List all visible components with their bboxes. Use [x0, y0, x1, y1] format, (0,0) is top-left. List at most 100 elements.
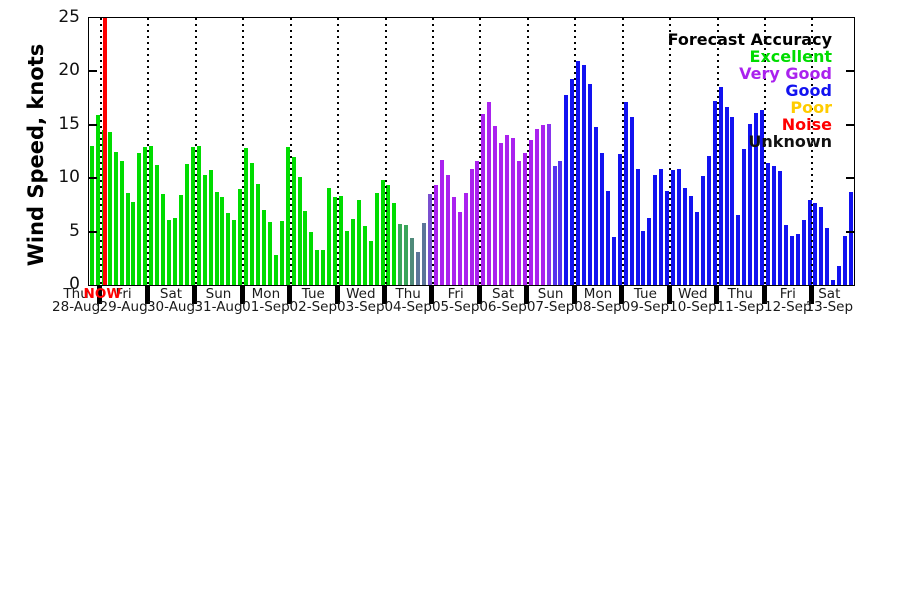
bar — [576, 60, 581, 285]
day-boundary-gridline — [147, 18, 150, 285]
bar — [279, 220, 284, 285]
bar — [226, 213, 231, 285]
bar — [190, 147, 195, 285]
bar — [688, 196, 693, 285]
day-boundary-gridline — [194, 18, 197, 285]
y-tick-mark — [89, 70, 97, 73]
x-day-tick — [144, 286, 150, 304]
bar — [487, 102, 492, 285]
bar — [184, 164, 189, 285]
bar — [665, 191, 670, 285]
bar — [552, 166, 557, 285]
bar — [398, 224, 403, 285]
x-day-label: Fri — [447, 286, 464, 302]
bar — [849, 192, 854, 285]
bar — [635, 168, 640, 285]
bar — [564, 94, 569, 285]
wind-speed-chart: Wind Speed, knots 0 5 10 15 20 25 Thu 28-Aug Fr… — [24, 7, 855, 315]
day-boundary-gridline — [242, 18, 245, 285]
plot-area — [88, 17, 855, 286]
legend-entry-noise: Noise — [781, 115, 832, 134]
y-tick-mark — [89, 177, 97, 180]
bar — [232, 219, 237, 285]
bar — [724, 106, 729, 285]
bar — [321, 249, 326, 285]
bar — [392, 202, 397, 285]
bar — [742, 149, 747, 285]
bar — [617, 153, 622, 285]
bar — [558, 161, 563, 285]
bar — [95, 115, 100, 285]
bar — [445, 175, 450, 285]
bar — [481, 114, 486, 285]
bar — [131, 201, 136, 285]
bar — [416, 251, 421, 285]
x-day-label: Tue — [633, 286, 657, 302]
bar — [546, 123, 551, 285]
y-tick-label: 20 — [58, 60, 80, 81]
bar — [629, 117, 634, 285]
y-tick-mark — [846, 230, 854, 233]
bar — [469, 168, 474, 285]
bar — [155, 165, 160, 285]
bar — [505, 135, 510, 285]
bar — [641, 230, 646, 285]
x-date-label: 13-Sep — [805, 299, 854, 315]
x-day-tick — [334, 286, 340, 304]
bar — [208, 169, 213, 285]
x-date-label: 10-Sep — [669, 299, 717, 315]
bar — [801, 219, 806, 285]
x-day-label: Sun — [205, 286, 232, 302]
x-day-label: Thu — [395, 286, 421, 302]
bar — [623, 102, 628, 285]
bar — [250, 163, 255, 285]
x-day-tick — [287, 286, 293, 304]
bar — [427, 194, 432, 285]
bar — [493, 125, 498, 285]
bar — [451, 197, 456, 285]
bar — [137, 152, 142, 285]
bar — [712, 101, 717, 285]
x-day-label: Mon — [251, 286, 281, 302]
bar — [433, 184, 438, 285]
bar — [730, 117, 735, 285]
y-tick-mark — [89, 230, 97, 233]
bar — [327, 187, 332, 285]
bar — [350, 218, 355, 285]
bar — [706, 155, 711, 285]
day-boundary-gridline — [384, 18, 387, 285]
bar — [611, 236, 616, 285]
x-day-tick — [714, 286, 720, 304]
x-day-label: Mon — [583, 286, 613, 302]
x-day-label: Sat — [492, 286, 515, 302]
y-tick-mark — [846, 177, 854, 180]
bar — [285, 147, 290, 285]
bar — [368, 241, 373, 285]
day-boundary-gridline — [289, 18, 292, 285]
bar — [522, 152, 527, 285]
bar — [570, 78, 575, 285]
bar — [261, 210, 266, 285]
bar — [694, 212, 699, 285]
x-date-label: 31-Aug — [194, 299, 243, 315]
bar — [760, 109, 765, 285]
bar — [754, 113, 759, 285]
bar — [119, 161, 124, 285]
bar — [362, 226, 367, 285]
bar — [178, 195, 183, 285]
legend-entry-excellent: Excellent — [749, 47, 832, 66]
x-day-label: Sat — [818, 286, 841, 302]
bar — [309, 231, 314, 285]
bar — [386, 184, 391, 285]
bar — [819, 207, 824, 285]
x-day-label: Tue — [301, 286, 325, 302]
x-date-label: 02-Sep — [289, 299, 338, 315]
y-tick-label: 0 — [69, 274, 80, 294]
legend-entry-very-good: Very Good — [739, 64, 832, 83]
day-boundary-gridline — [526, 18, 529, 285]
day-boundary-gridline — [764, 18, 767, 285]
x-day-label: Fri — [779, 286, 796, 302]
bar — [167, 219, 172, 285]
x-day-label: Sat — [159, 286, 183, 302]
y-tick-label: 15 — [58, 113, 80, 134]
